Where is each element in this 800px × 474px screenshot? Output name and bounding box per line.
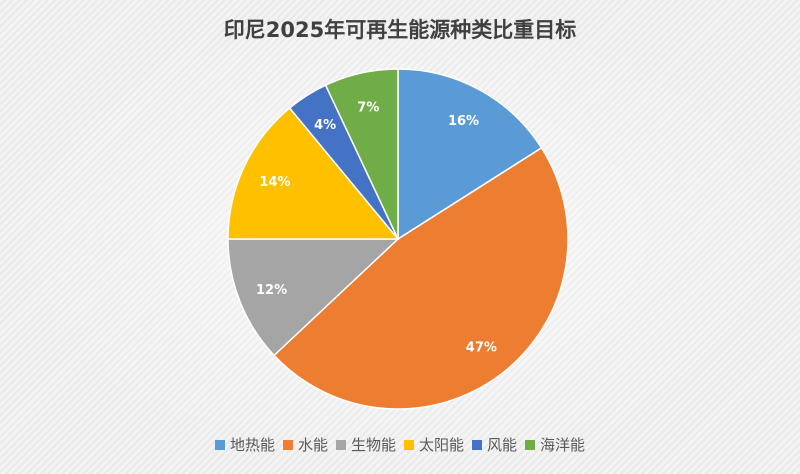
legend-item-4: 风能 (472, 434, 517, 455)
legend-item-3: 太阳能 (404, 434, 464, 455)
legend-item-0: 地热能 (214, 434, 275, 455)
chart-title: 印尼2025年可再生能源种类比重目标 (223, 18, 577, 42)
legend-swatch (404, 439, 414, 450)
data-label-0: 16% (448, 114, 479, 129)
legend: 地热能 水能 生物能 太阳能 风能 海洋能 (0, 434, 800, 455)
pie-slice-2 (227, 238, 400, 357)
legend-label: 地热能 (229, 436, 275, 454)
legend-swatch (525, 439, 536, 450)
pie-slice-0 (397, 68, 543, 241)
legend-item-5: 海洋能 (525, 434, 585, 455)
legend-label: 风能 (487, 436, 518, 454)
pie-slice-5 (324, 68, 399, 240)
legend-label: 海洋能 (540, 436, 586, 454)
data-label-2: 12% (256, 283, 287, 298)
legend-label: 水能 (297, 436, 328, 454)
legend-swatch (472, 439, 483, 450)
data-label-5: 7% (357, 100, 379, 115)
legend-swatch (282, 439, 293, 450)
legend-item-2: 生物能 (335, 434, 396, 455)
data-label-3: 14% (259, 175, 290, 190)
legend-swatch (214, 439, 225, 450)
pie-slice-3 (227, 106, 400, 240)
legend-label: 生物能 (350, 436, 396, 454)
data-label-1: 47% (466, 340, 497, 355)
data-label-4: 4% (314, 118, 336, 133)
legend-label: 太阳能 (419, 436, 465, 454)
legend-item-1: 水能 (282, 434, 328, 455)
legend-swatch (335, 439, 346, 450)
pie-slice-1 (273, 146, 569, 410)
